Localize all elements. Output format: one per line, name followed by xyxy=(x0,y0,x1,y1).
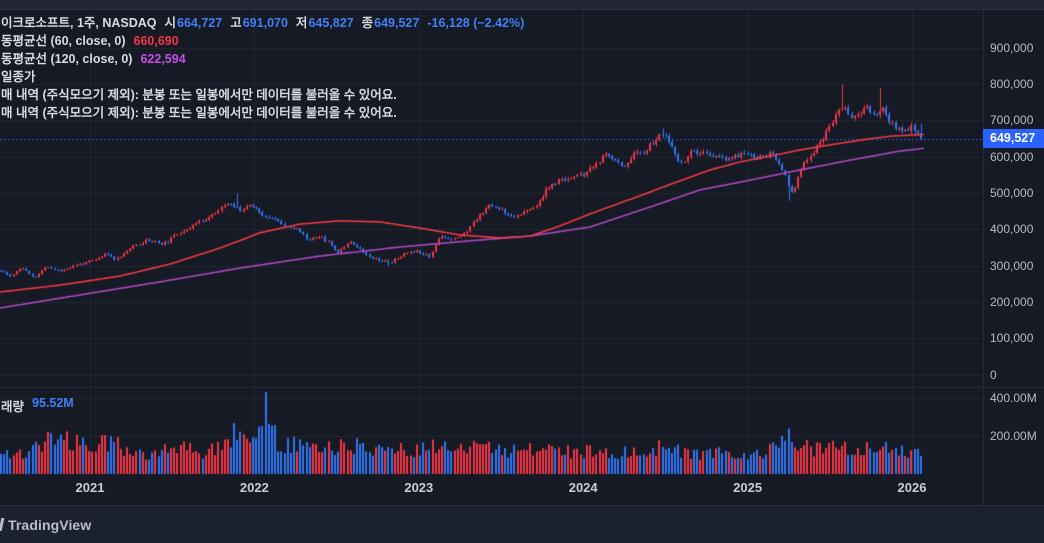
prev-close-legend-row[interactable]: 일종가 xyxy=(1,70,36,84)
price-tick-label: 400,000 xyxy=(990,222,1034,237)
volume-legend-row[interactable]: 래량 95.52M xyxy=(1,396,74,414)
price-tick-label: 0 xyxy=(990,367,997,382)
price-tick-label: 200,000 xyxy=(990,294,1034,309)
volume-value: 95.52M xyxy=(32,396,74,410)
year-label: 2021 xyxy=(75,480,105,495)
year-label: 2025 xyxy=(733,480,763,495)
change-value: -16,128 (−2.42%) xyxy=(427,16,525,30)
bottom-bar: TradingView xyxy=(0,505,1044,543)
tradingview-logo-mark-icon xyxy=(0,518,5,531)
price-tick-label: 500,000 xyxy=(990,185,1034,200)
price-tick-label: 600,000 xyxy=(990,149,1034,164)
price-tick-label: 800,000 xyxy=(990,76,1034,91)
high-value: 고 691,070 xyxy=(230,16,288,30)
top-toolbar-edge xyxy=(0,0,1044,10)
ma120-legend-row[interactable]: 동평균선 (120, close, 0) 622,594 xyxy=(1,52,186,66)
year-label: 2022 xyxy=(239,480,269,495)
ma60-value: 660,690 xyxy=(133,34,179,48)
notice-row-1[interactable]: 매 내역 (주식모으기 제외): 분봉 또는 일봉에서만 데이터를 불러올 수 … xyxy=(1,88,397,102)
tradingview-logo[interactable]: TradingView xyxy=(8,516,92,533)
ma120-value: 622,594 xyxy=(140,52,186,66)
notice-row-2[interactable]: 매 내역 (주식모으기 제외): 분봉 또는 일봉에서만 데이터를 불러올 수 … xyxy=(1,106,397,120)
price-tick-label: 300,000 xyxy=(990,258,1034,273)
volume-tick-label: 400.00M xyxy=(990,391,1037,405)
volume-tick-label: 200.00M xyxy=(990,429,1037,443)
ma60-legend-row[interactable]: 동평균선 (60, close, 0) 660,690 xyxy=(1,34,179,48)
year-label: 2023 xyxy=(404,480,434,495)
low-value: 저 645,827 xyxy=(295,16,354,30)
year-label: 2026 xyxy=(897,480,927,495)
price-tick-label: 900,000 xyxy=(990,40,1034,55)
chart-legend: 이크로소프트, 1주, NASDAQ 시 664,727 고 691,070 저 64… xyxy=(1,14,524,122)
price-tick-label: 100,000 xyxy=(990,331,1034,346)
year-label: 2024 xyxy=(568,480,598,495)
symbol-title: 이크로소프트, 1주, NASDAQ xyxy=(1,16,157,30)
close-value: 종 649,527 xyxy=(361,16,420,30)
current-price-badge: 649,527 xyxy=(983,129,1044,148)
price-tick-label: 700,000 xyxy=(990,113,1034,128)
symbol-ohlc-row[interactable]: 이크로소프트, 1주, NASDAQ 시 664,727 고 691,070 저 64… xyxy=(1,14,524,32)
open-value: 시 664,727 xyxy=(164,16,223,30)
